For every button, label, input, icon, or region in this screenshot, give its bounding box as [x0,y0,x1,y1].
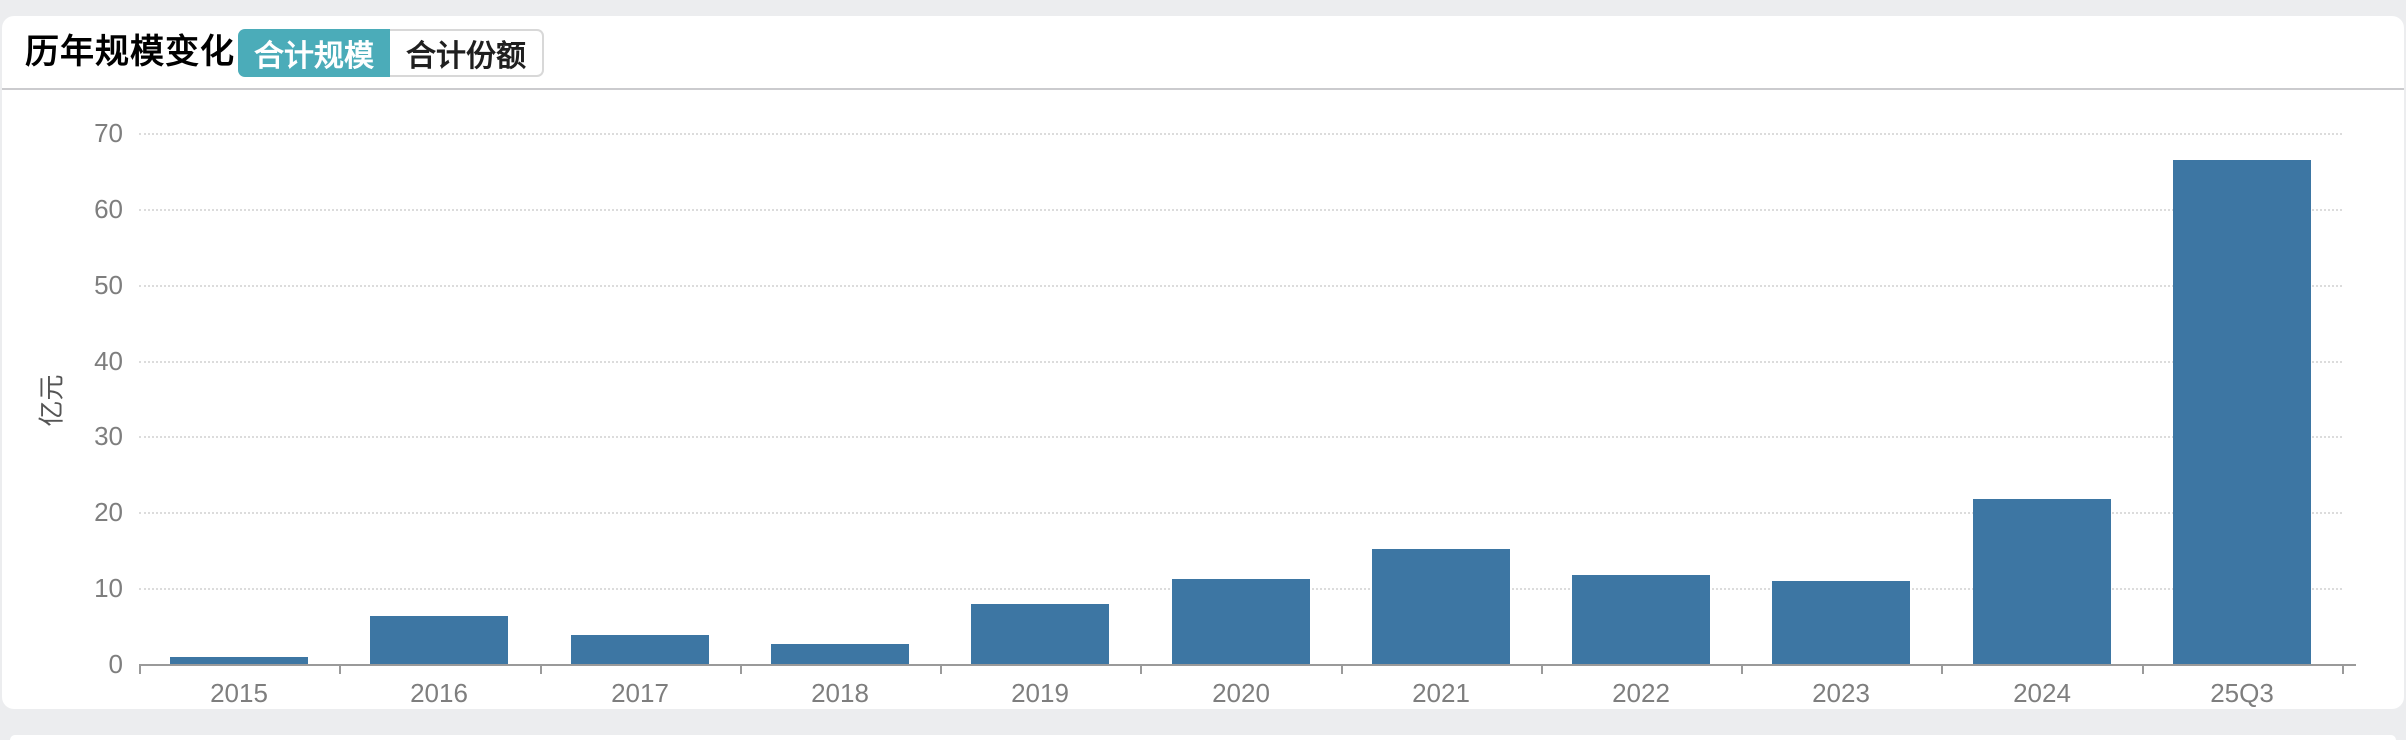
x-axis-tick [540,666,542,674]
x-axis-tick [1341,666,1343,674]
x-tick-label-2018: 2018 [811,678,869,708]
x-tick-label-2016: 2016 [410,678,468,708]
y-gridline-30 [139,436,2342,439]
x-tick-label-2020: 2020 [1212,678,1270,708]
x-axis-line [139,664,2356,666]
y-tick-label-20: 20 [94,497,123,528]
x-axis-tick [2142,666,2144,674]
x-tick-label-2021: 2021 [1412,678,1470,708]
bar-2019[interactable] [971,604,1109,664]
scale-history-card: 历年规模变化 合计规模 合计份额 0 10 20 30 40 50 60 70 亿元 2015 201… [2,16,2404,709]
x-axis-tick [1741,666,1743,674]
bar-2021[interactable] [1372,549,1510,664]
y-gridline-20 [139,512,2342,515]
bar-2020[interactable] [1172,579,1310,664]
y-tick-label-40: 40 [94,345,123,376]
tab-total-scale[interactable]: 合计规模 [238,29,390,77]
bar-2022[interactable] [1572,575,1710,664]
section-title: 历年规模变化 [25,33,235,71]
y-tick-label-10: 10 [94,573,123,604]
bar-2018[interactable] [771,644,909,664]
bar-2017[interactable] [571,635,709,664]
tab-total-shares[interactable]: 合计份额 [390,29,544,77]
x-axis-tick [2342,666,2344,674]
bar-2024[interactable] [1973,499,2111,664]
scale-history-bar-chart: 0 10 20 30 40 50 60 70 亿元 2015 2016 2017 2018 2019 202… [2,90,2404,709]
x-tick-label-2015: 2015 [210,678,268,708]
y-gridline-70 [139,132,2342,135]
y-tick-label-0: 0 [108,649,123,679]
x-tick-label-2019: 2019 [1011,678,1069,708]
card-header: 历年规模变化 合计规模 合计份额 [2,16,2404,90]
x-tick-label-2017: 2017 [611,678,669,708]
bar-2015[interactable] [170,657,308,664]
y-axis-title: 亿元 [36,374,67,427]
x-axis-tick [740,666,742,674]
bar-2023[interactable] [1772,581,1910,664]
x-axis-tick [139,666,141,674]
x-tick-label-2023: 2023 [1812,678,1870,708]
x-axis-tick [1541,666,1543,674]
bar-25Q3[interactable] [2173,160,2311,664]
x-axis-tick [940,666,942,674]
y-tick-label-30: 30 [94,421,123,452]
x-tick-label-2022: 2022 [1612,678,1670,708]
y-tick-label-60: 60 [94,193,123,224]
y-gridline-40 [139,360,2342,363]
x-tick-label-2024: 2024 [2013,678,2071,708]
x-axis-tick [1941,666,1943,674]
next-section-top-edge [10,735,2396,740]
y-gridline-50 [139,284,2342,287]
y-tick-label-50: 50 [94,269,123,300]
bar-2016[interactable] [370,616,508,664]
x-axis-tick [339,666,341,674]
x-axis-tick [1140,666,1142,674]
scale-tab-group: 合计规模 合计份额 [238,29,544,77]
y-gridline-60 [139,208,2342,211]
x-tick-label-25Q3: 25Q3 [2210,678,2274,708]
y-tick-label-70: 70 [94,117,123,148]
